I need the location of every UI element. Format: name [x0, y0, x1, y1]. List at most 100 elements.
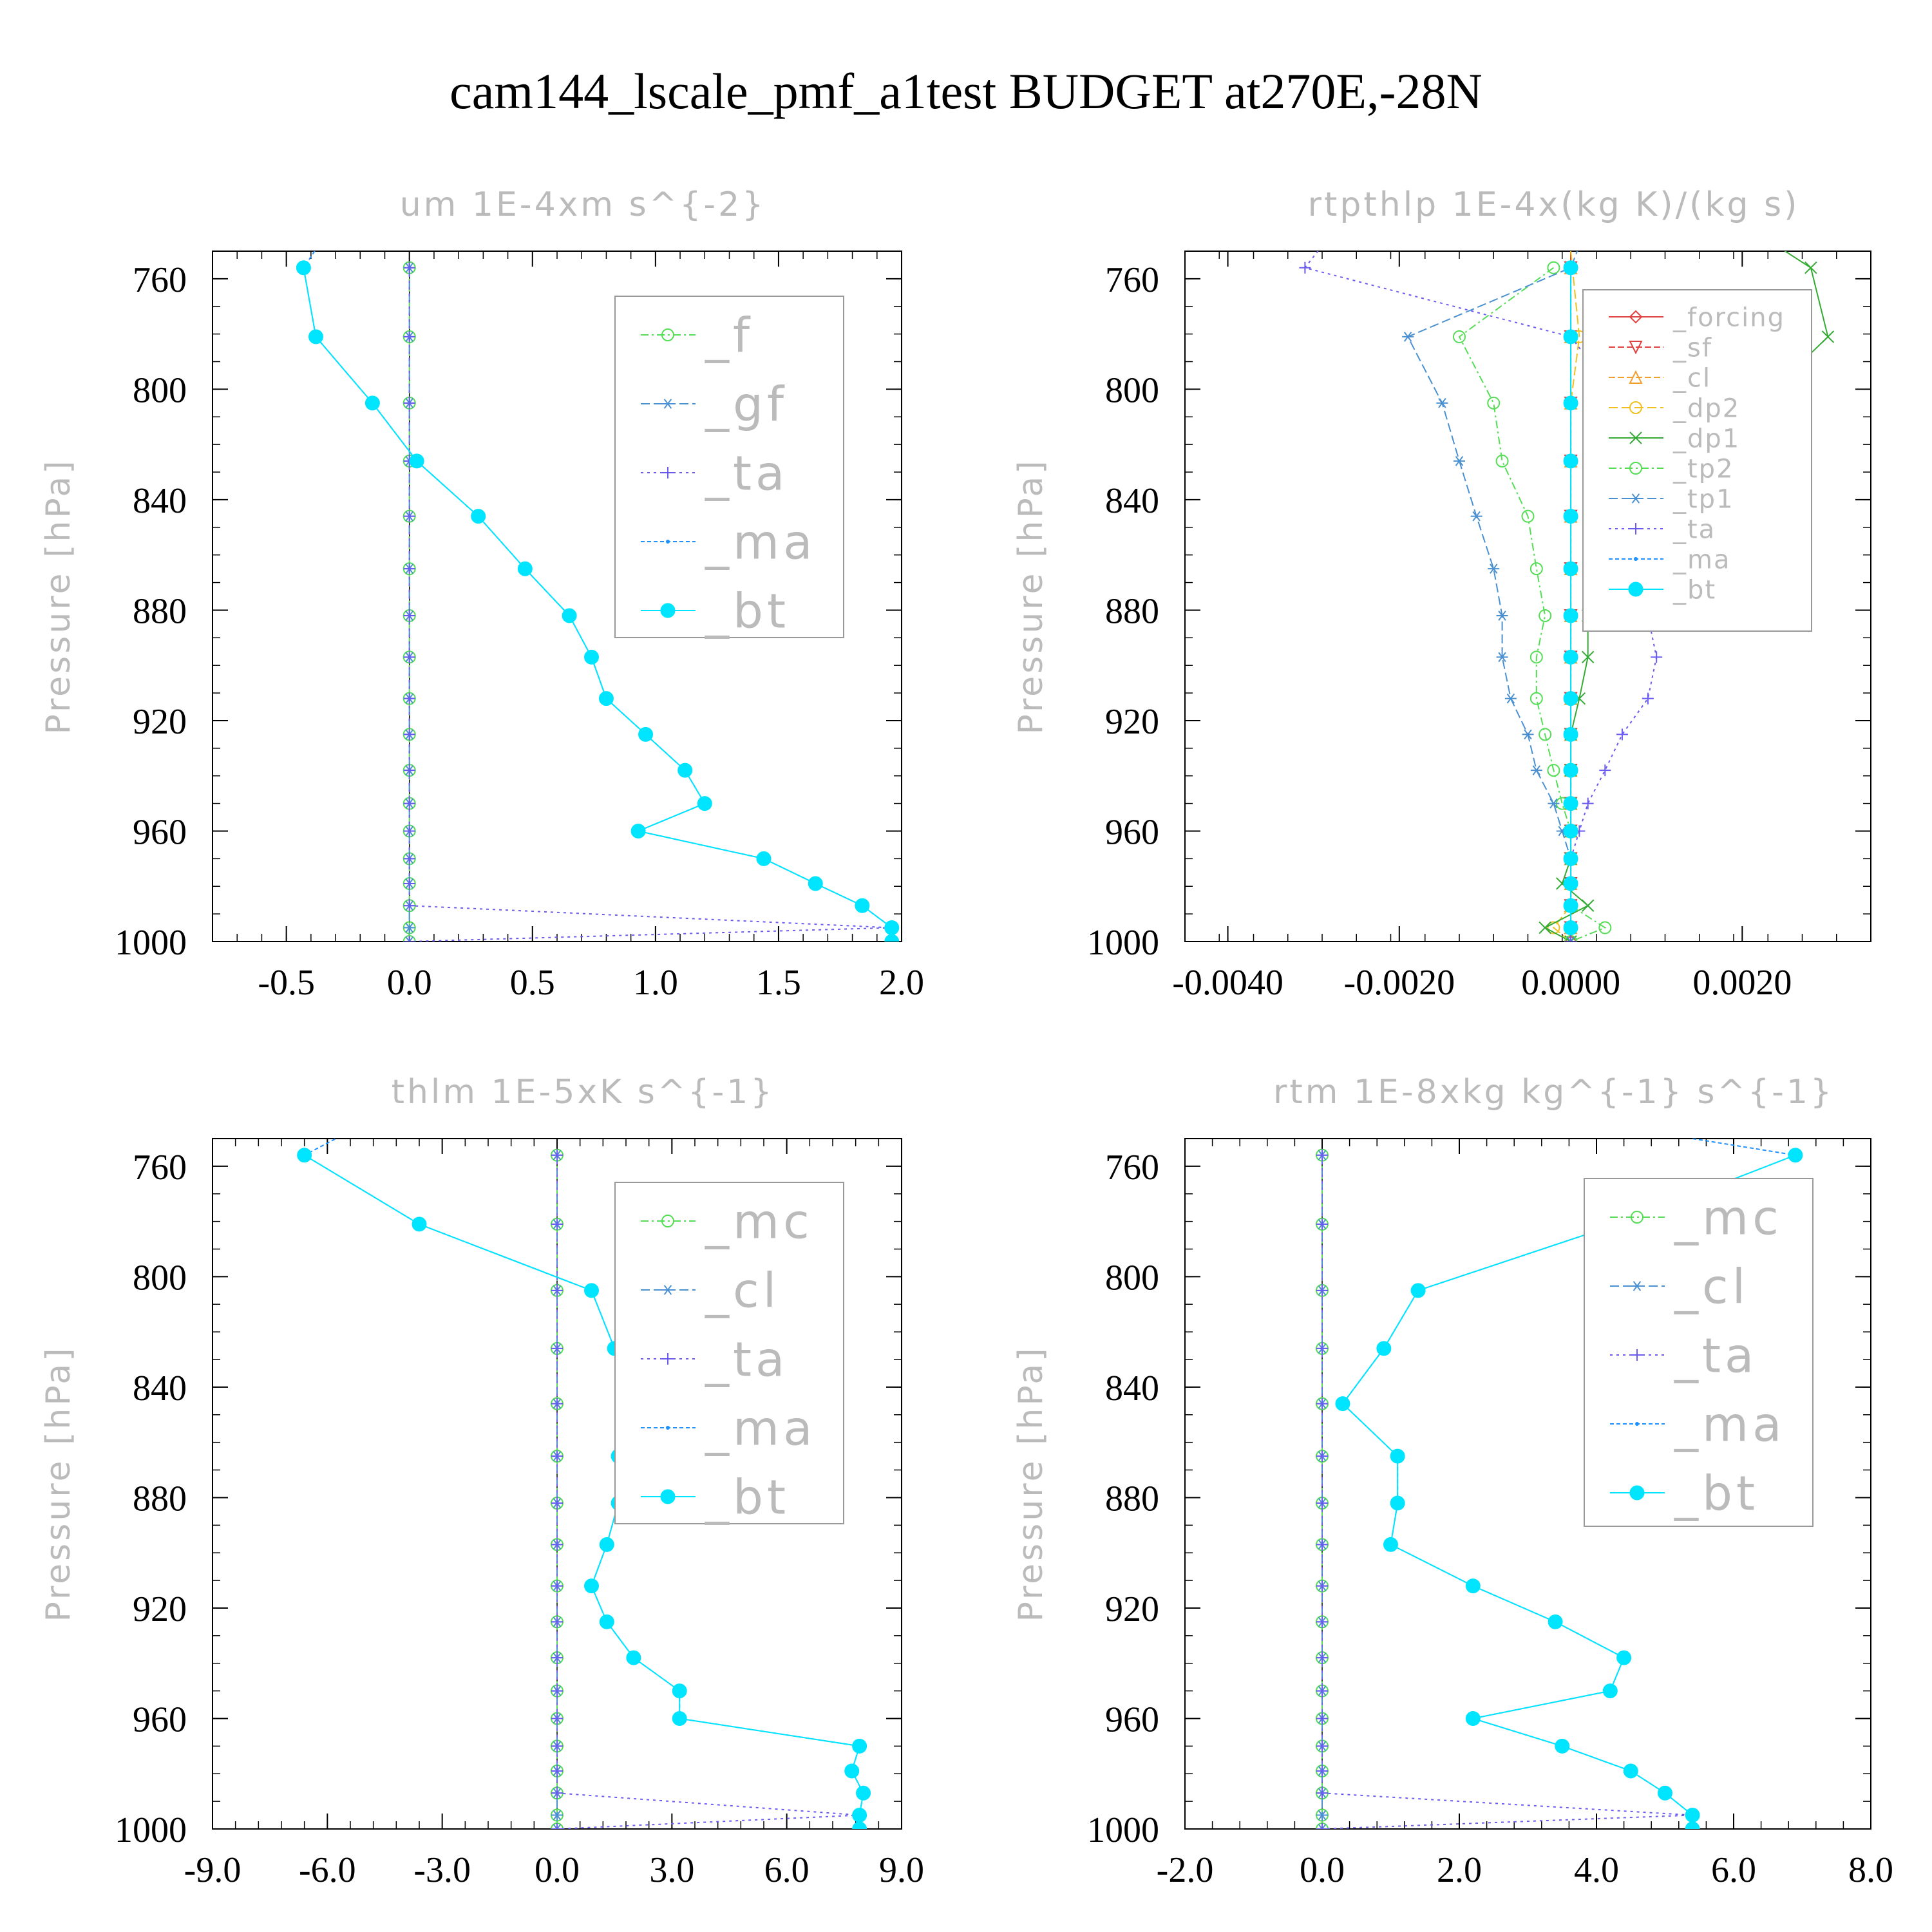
- data-point-ta: [551, 1218, 563, 1230]
- data-point-ta: [1316, 1616, 1328, 1628]
- figure-title: cam144_lscale_pmf_a1test BUDGET at270E,-…: [450, 63, 1482, 119]
- data-point-bt: [598, 691, 614, 706]
- legend-marker-ma: [666, 540, 670, 544]
- data-point-bt: [677, 762, 693, 778]
- chart-panel-4: rtm 1E-8xkg kg^{-1} s^{-1} Pressure [hPa]…: [1012, 1073, 1893, 1890]
- legend-label-ma: _ma: [1674, 1397, 1785, 1453]
- data-point-tp2: [1598, 921, 1612, 934]
- data-point-tp2: [1453, 330, 1466, 343]
- data-point-ta: [403, 692, 415, 705]
- legend-label-ma: _ma: [705, 515, 816, 571]
- data-point-ta: [403, 797, 415, 810]
- y-tick-label: 920: [1105, 702, 1159, 742]
- data-point-ta: [403, 397, 415, 409]
- data-point-bt: [1563, 762, 1578, 778]
- legend-label-sf: _sf: [1672, 333, 1712, 363]
- data-point-cl: [551, 1810, 563, 1821]
- data-point-ta: [551, 1652, 563, 1664]
- data-point-bt: [1563, 453, 1578, 469]
- x-tick-label: 6.0: [764, 1850, 810, 1890]
- series-layer: [297, 1139, 871, 1829]
- data-point-bt: [1563, 608, 1578, 623]
- x-tick-label: 2.0: [1437, 1850, 1482, 1890]
- data-point-ta: [1316, 1397, 1328, 1410]
- data-point-bt: [672, 1683, 687, 1699]
- data-point-bt: [409, 453, 424, 469]
- data-point-gf: [403, 922, 415, 933]
- data-point-ta: [1316, 1218, 1328, 1230]
- legend-label-bt: _bt: [1674, 1466, 1759, 1522]
- y-tick-label: 880: [133, 591, 187, 631]
- data-point-tp1: [1436, 398, 1448, 408]
- legend-marker-ta: [1631, 1349, 1643, 1361]
- data-point-ta: [1316, 1497, 1328, 1510]
- x-tick-label: -0.0040: [1172, 963, 1283, 1003]
- y-tick-label: 1000: [1087, 1810, 1159, 1850]
- data-point-tp2: [1547, 764, 1560, 777]
- data-point-ta: [551, 1580, 563, 1592]
- x-tick-label: 0.0000: [1521, 963, 1620, 1003]
- y-tick-label: 1000: [115, 923, 187, 963]
- data-point-bt: [471, 509, 486, 524]
- data-point-ta: [403, 510, 415, 522]
- data-point-bt: [626, 1650, 641, 1665]
- data-point-ta: [551, 1823, 563, 1829]
- legend-label-ta: _ta: [705, 446, 788, 502]
- data-point-cl: [1316, 1810, 1328, 1821]
- y-tick-label: 880: [1105, 1479, 1159, 1519]
- data-point-ta: [551, 1740, 563, 1752]
- legend-marker-dp2: [1629, 401, 1642, 414]
- data-point-bt: [1383, 1537, 1398, 1552]
- data-point-bt: [599, 1614, 614, 1629]
- legend-label-mc: _mc: [1674, 1191, 1783, 1246]
- x-tick-label: -2.0: [1157, 1850, 1214, 1890]
- data-point-bt: [630, 823, 646, 838]
- legend-label-f: _f: [705, 308, 753, 364]
- data-point-tp2: [1539, 728, 1552, 741]
- data-point-tp1: [1470, 511, 1482, 522]
- data-point-ta: [551, 1539, 563, 1551]
- series-layer: [1316, 1139, 1803, 1829]
- x-tick-label: 9.0: [879, 1850, 924, 1890]
- legend-marker-bt: [1629, 1485, 1645, 1501]
- data-point-ta: [551, 1765, 563, 1777]
- data-point-tp1: [1522, 729, 1534, 740]
- data-point-ta: [1316, 1787, 1328, 1799]
- legend-label-ta: _ta: [1672, 515, 1716, 544]
- data-point-ta: [1316, 1450, 1328, 1463]
- data-point-ta: [1316, 1685, 1328, 1697]
- legend-label-ma: _ma: [705, 1401, 816, 1457]
- legend-marker-sf: [1629, 341, 1643, 355]
- data-point-tp2: [1521, 509, 1535, 523]
- y-tick-label: 760: [133, 1148, 187, 1188]
- x-tick-label: -3.0: [413, 1850, 471, 1890]
- data-point-ta: [1316, 1652, 1328, 1664]
- data-point-tp1: [1496, 652, 1508, 663]
- legend-label-cl: _cl: [1674, 1260, 1749, 1315]
- legend-marker-gf: [662, 399, 674, 409]
- legend-marker-mc: [1631, 1211, 1643, 1224]
- x-tick-label: -0.0020: [1343, 963, 1455, 1003]
- data-point-bt: [1563, 726, 1578, 742]
- data-point-bt: [1563, 395, 1578, 411]
- data-point-bt: [1563, 691, 1578, 706]
- data-point-bt: [1616, 1650, 1632, 1665]
- data-point-bt: [1563, 649, 1578, 665]
- chart-panel-2: rtpthlp 1E-4x(kg K)/(kg s) Pressure [hPa]…: [1012, 185, 1871, 1003]
- data-point-dp1: [1539, 921, 1551, 934]
- data-point-tp1: [1530, 765, 1542, 775]
- y-axis-label: Pressure [hPa]: [39, 1346, 78, 1622]
- y-tick-label: 960: [133, 1700, 187, 1739]
- panel-title: thlm 1E-5xK s^{-1}: [392, 1073, 775, 1112]
- y-tick-label: 1000: [1087, 923, 1159, 963]
- x-tick-label: 6.0: [1711, 1850, 1756, 1890]
- data-point-ta: [403, 728, 415, 741]
- legend-label-cl: _cl: [1672, 363, 1711, 393]
- legend: _mc _cl _ta _ma _bt: [1584, 1178, 1814, 1527]
- data-point-ta: [403, 825, 415, 837]
- data-point-tp1: [1504, 693, 1517, 704]
- data-point-tp2: [1530, 562, 1543, 576]
- legend: _mc _cl _ta _ma _bt: [614, 1182, 844, 1526]
- data-point-dp1: [1581, 899, 1595, 912]
